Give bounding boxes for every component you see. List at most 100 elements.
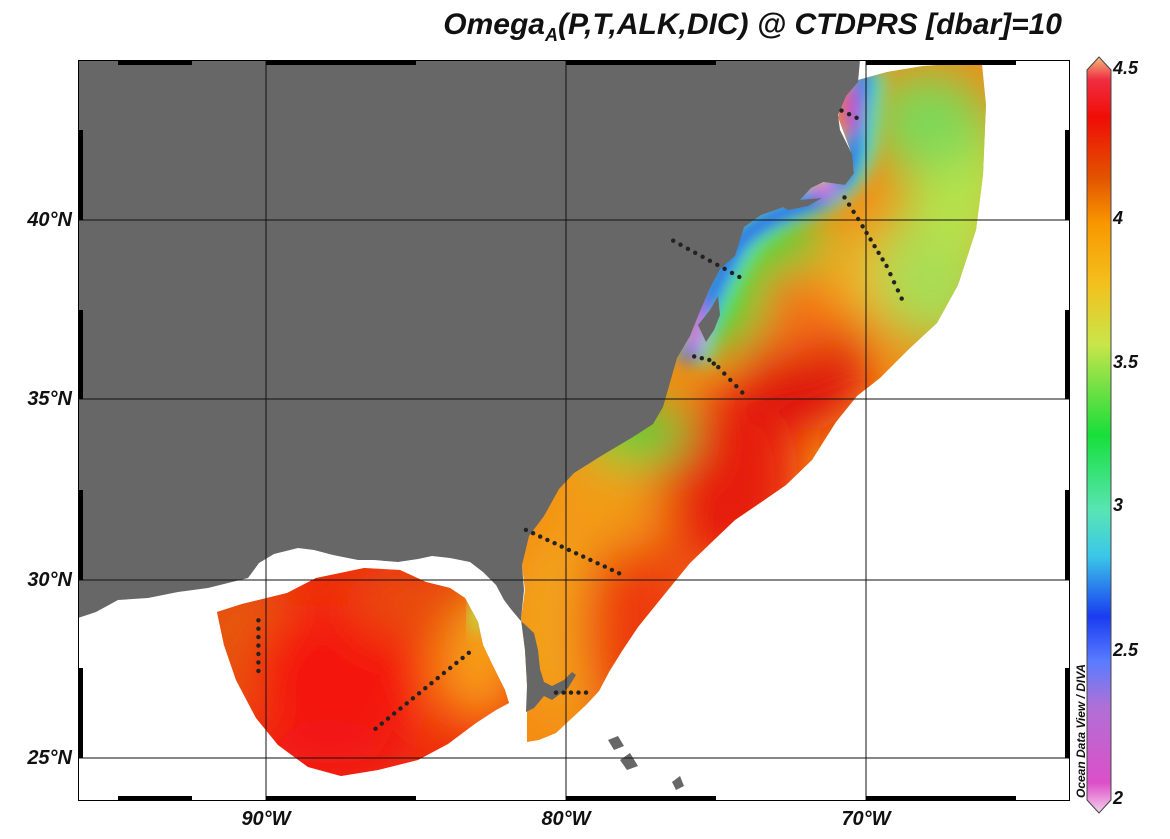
title-suffix: (P,T,ALK,DIC) @ CTDPRS [dbar]=10	[557, 8, 1062, 41]
station-marker	[671, 238, 676, 243]
station-marker	[846, 202, 852, 207]
station-marker	[609, 567, 615, 573]
station-marker	[561, 690, 566, 695]
station-marker	[566, 547, 572, 553]
station-marker	[392, 711, 397, 716]
station-marker	[256, 660, 261, 665]
station-marker	[728, 377, 733, 383]
station-marker	[842, 195, 847, 200]
station-marker	[256, 634, 261, 640]
station-marker	[884, 263, 889, 269]
colorbar	[1086, 56, 1112, 814]
colorbar-tick-4-5: 4.5	[1113, 58, 1139, 78]
station-marker	[616, 571, 622, 576]
station-marker	[588, 557, 593, 563]
station-marker	[256, 618, 261, 623]
station-marker	[707, 258, 713, 263]
station-marker	[839, 108, 844, 113]
station-marker	[734, 384, 739, 389]
lat-label-40n: 40°N	[27, 209, 72, 231]
station-marker	[256, 651, 261, 657]
lat-label-30n: 30°N	[27, 569, 72, 591]
lat-label-25n: 25°N	[27, 747, 72, 769]
credit-label: Ocean Data View / DIVA	[1074, 663, 1088, 798]
station-marker	[737, 274, 742, 280]
coastal-islands	[608, 198, 822, 790]
title-prefix: Omega	[443, 8, 545, 41]
station-marker	[864, 230, 869, 236]
station-marker	[404, 701, 409, 706]
station-marker	[888, 272, 893, 277]
station-marker	[685, 246, 691, 251]
lon-label-80w: 80°W	[541, 808, 591, 830]
station-marker	[416, 691, 422, 696]
graticule	[78, 60, 1070, 801]
station-marker	[860, 224, 865, 229]
colorbar-ramp	[1086, 56, 1112, 814]
station-marker	[256, 643, 261, 648]
station-marker	[256, 626, 261, 631]
land-mass	[78, 60, 860, 712]
station-marker	[466, 650, 471, 655]
station-marker	[711, 361, 716, 366]
station-marker	[553, 690, 559, 695]
station-marker	[740, 390, 745, 395]
station-marker	[868, 237, 873, 242]
station-marker	[722, 266, 727, 271]
station-marker	[880, 257, 885, 262]
station-marker	[435, 675, 440, 681]
station-marker	[538, 534, 543, 539]
station-marker	[441, 670, 447, 676]
lon-label-70w: 70°W	[841, 808, 891, 830]
station-marker	[891, 280, 897, 285]
station-marker	[678, 242, 683, 247]
station-marker	[846, 112, 852, 117]
station-marker	[692, 354, 697, 359]
colorbar-tick-2-5: 2.5	[1113, 640, 1139, 660]
map-plot	[78, 60, 1070, 801]
map-title: OmegaA(P,T,ALK,DIC) @ CTDPRS [dbar]=10	[372, 8, 1062, 46]
station-marker	[855, 216, 861, 222]
station-marker	[568, 690, 574, 695]
station-marker	[693, 250, 698, 255]
station-marker	[530, 531, 536, 536]
station-marker	[423, 686, 428, 691]
station-marker	[729, 270, 735, 276]
station-marker	[595, 561, 600, 566]
border-ticks	[78, 60, 1070, 801]
lon-label-90w: 90°W	[241, 808, 291, 830]
station-markers	[256, 108, 904, 731]
station-marker	[454, 660, 459, 666]
colorbar-tick-4: 4	[1113, 208, 1124, 228]
station-marker	[373, 726, 378, 731]
station-marker	[854, 115, 859, 120]
title-subscript: A	[544, 25, 558, 45]
station-marker	[716, 365, 721, 370]
station-marker	[385, 716, 391, 721]
station-marker	[715, 262, 720, 267]
station-marker	[699, 356, 704, 361]
station-marker	[899, 296, 904, 301]
station-marker	[523, 527, 529, 533]
station-marker	[552, 541, 557, 546]
station-marker	[602, 564, 607, 569]
station-marker	[851, 209, 856, 214]
station-marker	[700, 254, 705, 259]
station-marker	[559, 544, 564, 549]
station-marker	[707, 357, 712, 363]
station-marker	[581, 554, 586, 559]
station-marker	[722, 371, 727, 376]
station-marker	[576, 690, 581, 695]
station-marker	[895, 288, 901, 293]
station-marker	[545, 537, 550, 543]
station-marker	[410, 696, 416, 701]
station-marker	[429, 681, 434, 686]
station-marker	[379, 721, 384, 726]
station-marker	[448, 665, 453, 671]
colorbar-tick-3: 3	[1113, 495, 1124, 515]
station-marker	[872, 244, 877, 249]
station-marker	[573, 551, 579, 556]
station-marker	[460, 655, 465, 661]
station-marker	[583, 690, 589, 695]
station-marker	[398, 706, 403, 711]
